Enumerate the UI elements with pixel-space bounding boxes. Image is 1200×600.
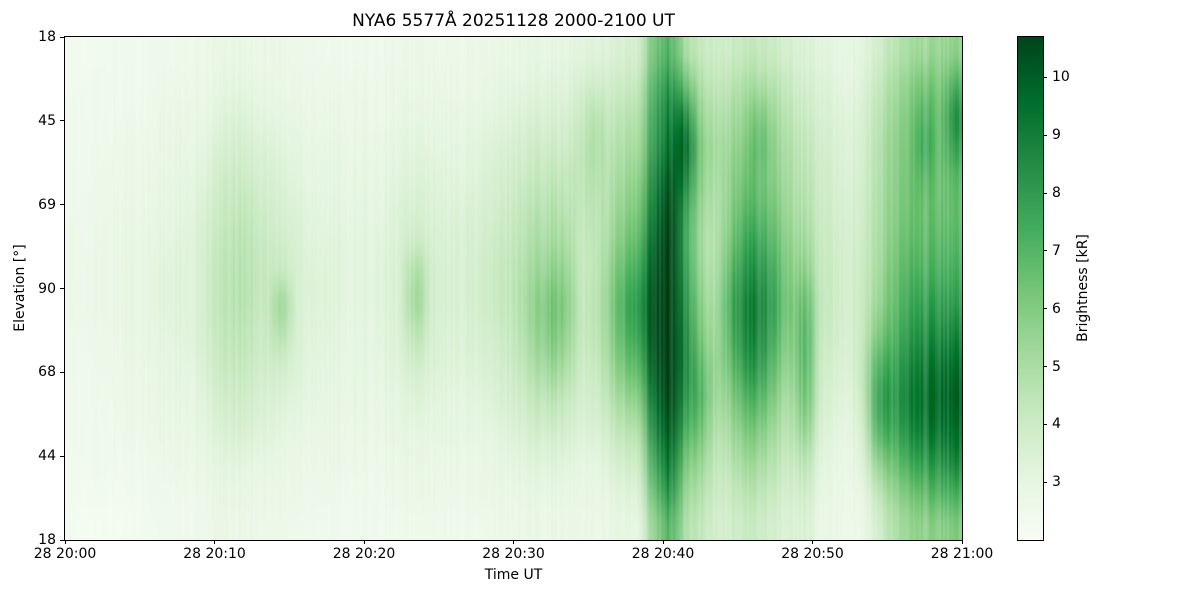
colorbar-tick-label: 3 [1052, 474, 1061, 491]
x-tick-label: 28 21:00 [930, 546, 994, 562]
colorbar-tick-label: 7 [1052, 242, 1061, 259]
y-tick-label: 69 [38, 196, 56, 213]
colorbar-tick-label: 6 [1052, 300, 1061, 317]
y-tick-mark [60, 204, 64, 206]
x-tick-mark [363, 540, 365, 544]
colorbar-label: Brightness [kR] [1075, 234, 1091, 342]
y-tick-label: 44 [38, 448, 56, 465]
colorbar-tick-label: 10 [1052, 69, 1070, 86]
x-tick-label: 28 20:40 [631, 546, 695, 562]
y-axis-label: Elevation [°] [12, 244, 28, 332]
y-tick-mark [60, 539, 64, 541]
colorbar-tick-label: 5 [1052, 358, 1061, 375]
colorbar-tick-mark [1043, 250, 1047, 252]
y-tick-mark [60, 371, 64, 373]
plot-area [64, 36, 963, 541]
colorbar-tick-label: 4 [1052, 416, 1061, 433]
x-axis-label: Time UT [484, 567, 543, 583]
colorbar-tick-mark [1043, 308, 1047, 310]
x-tick-mark [513, 540, 514, 544]
colorbar-tick-mark [1043, 366, 1047, 368]
y-tick-label: 68 [38, 364, 56, 381]
y-tick-label: 45 [38, 112, 56, 129]
y-tick-mark [60, 36, 64, 38]
x-tick-label: 28 20:00 [33, 546, 97, 562]
y-tick-label: 18 [38, 532, 56, 548]
x-tick-label: 28 20:50 [781, 546, 844, 562]
x-tick-mark [662, 540, 664, 544]
y-tick-label: 90 [38, 280, 56, 297]
y-tick-label: 18 [38, 29, 56, 45]
x-tick-mark [812, 540, 813, 544]
colorbar-tick-mark [1043, 76, 1047, 78]
colorbar-tick-label: 9 [1052, 127, 1061, 144]
y-tick-mark [60, 120, 64, 122]
x-tick-mark [961, 540, 963, 544]
colorbar-tick-mark [1043, 134, 1047, 136]
heatmap-canvas [65, 37, 962, 540]
colorbar-tick-mark [1043, 481, 1047, 483]
x-tick-mark [214, 540, 215, 544]
colorbar-tick-label: 8 [1052, 185, 1061, 202]
x-tick-label: 28 20:30 [482, 546, 545, 562]
chart-title: NYA6 5577Å 20251128 2000-2100 UT [352, 11, 675, 31]
y-tick-mark [60, 455, 64, 457]
x-tick-label: 28 20:20 [332, 546, 396, 562]
x-tick-mark [64, 540, 66, 544]
colorbar-tick-mark [1043, 192, 1047, 194]
x-tick-label: 28 20:10 [183, 546, 246, 562]
colorbar [1017, 36, 1044, 541]
y-tick-mark [60, 288, 64, 289]
colorbar-tick-mark [1043, 423, 1047, 425]
colorbar-canvas [1018, 37, 1043, 540]
